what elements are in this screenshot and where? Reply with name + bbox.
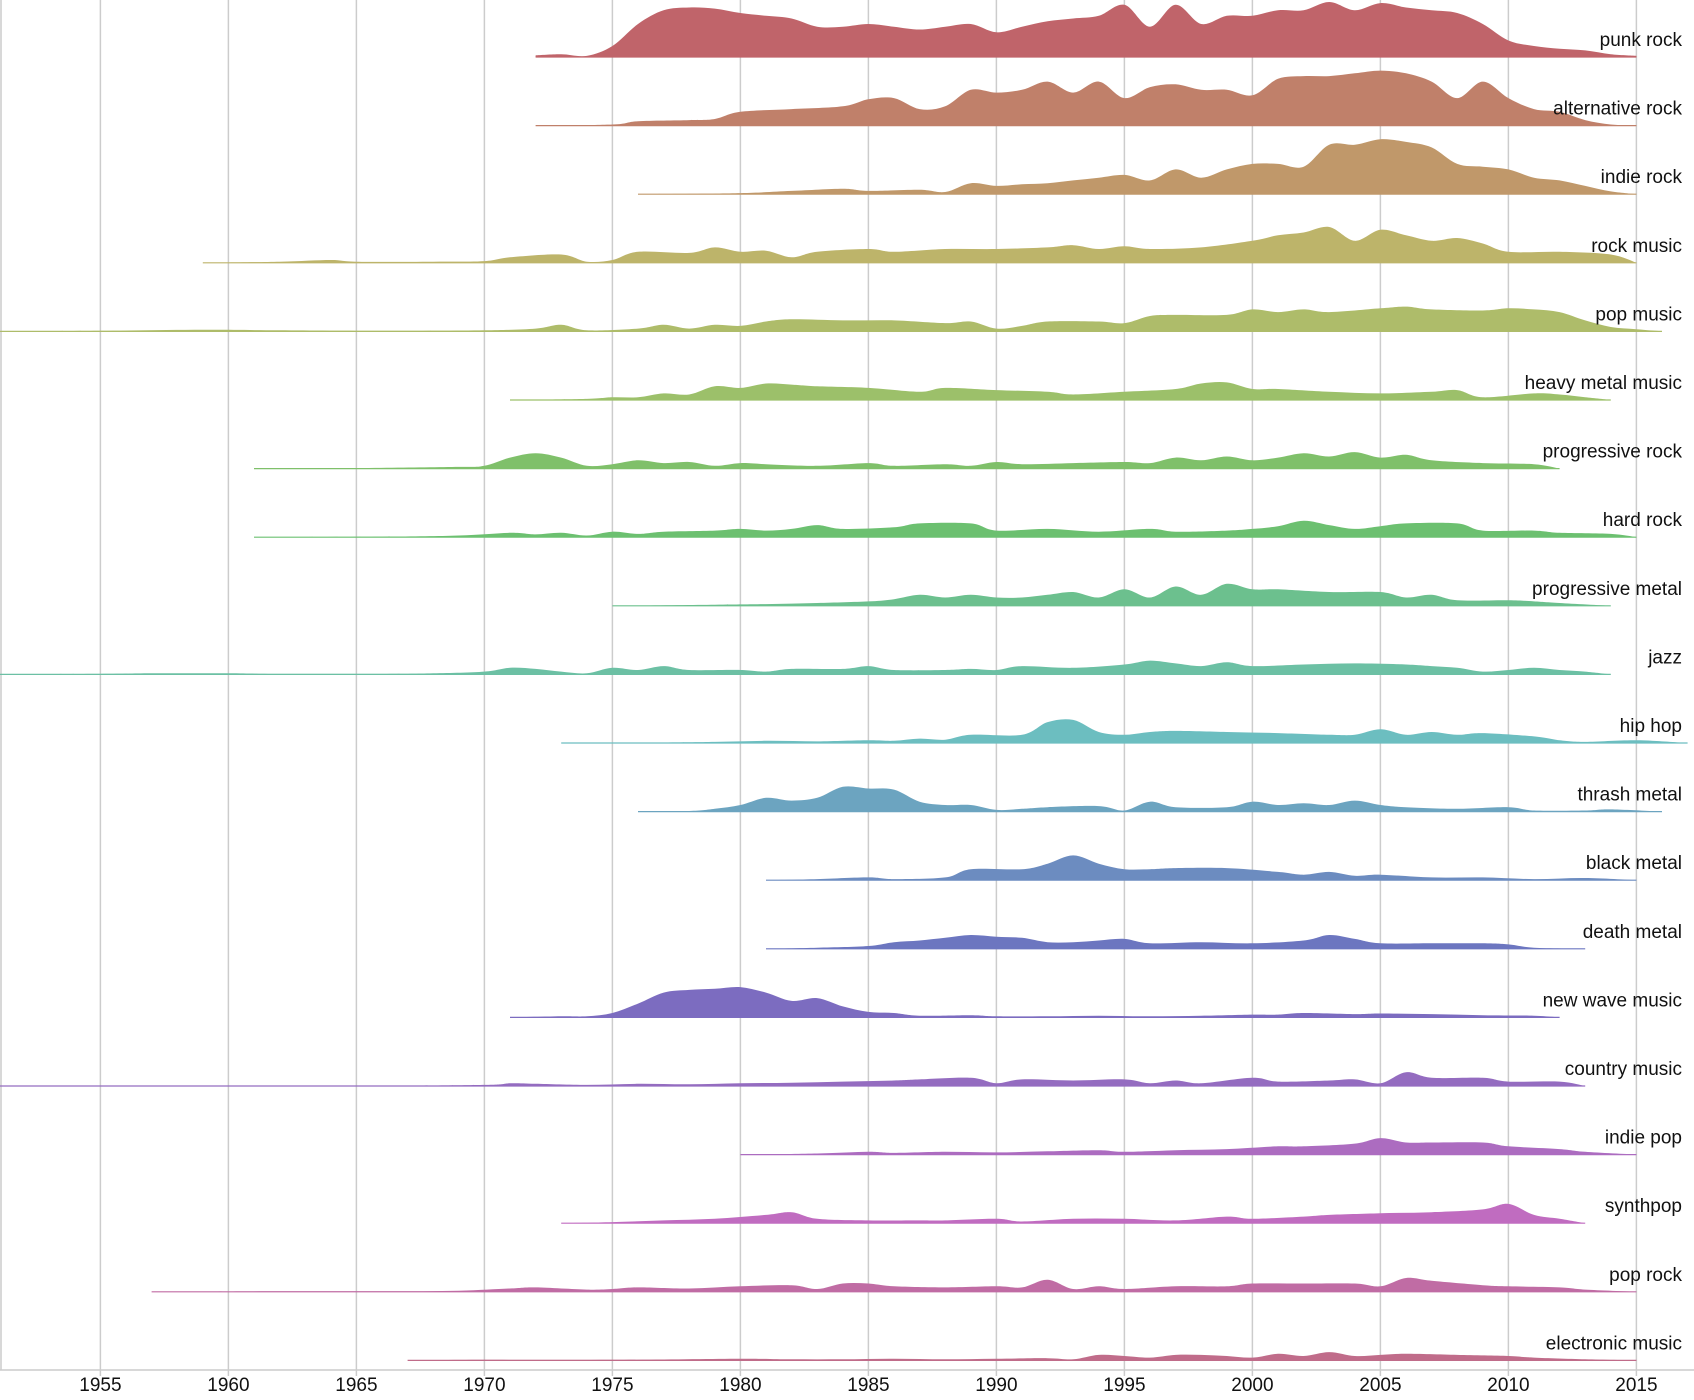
x-tick-label: 1970 — [463, 1375, 505, 1396]
series-label: progressive metal — [1532, 579, 1682, 600]
x-tick-label: 1965 — [335, 1375, 377, 1396]
ridge-area-hip-hop — [561, 719, 1688, 743]
ridge-area-indie-pop — [740, 1138, 1637, 1155]
ridge-area-rock-music — [202, 226, 1637, 263]
x-tick-label: 2015 — [1615, 1375, 1657, 1396]
x-tick-label: 1980 — [719, 1375, 761, 1396]
series-label: death metal — [1583, 922, 1682, 943]
x-tick-label: 2000 — [1231, 1375, 1273, 1396]
ridge-area-hard-rock — [254, 520, 1637, 538]
ridge-area-pop-music — [0, 306, 1662, 332]
x-tick-label: 1995 — [1103, 1375, 1145, 1396]
series-label: new wave music — [1543, 990, 1682, 1011]
series-label: black metal — [1586, 853, 1682, 874]
series-label: pop rock — [1609, 1265, 1682, 1286]
series-label: synthpop — [1605, 1196, 1682, 1217]
ridge-area-alternative-rock — [535, 70, 1637, 126]
series-label: progressive rock — [1543, 442, 1683, 463]
ridge-area-thrash-metal — [638, 786, 1662, 812]
ridge-area-black-metal — [766, 855, 1637, 881]
ridge-area-progressive-metal — [612, 583, 1611, 606]
x-tick-label: 1990 — [975, 1375, 1017, 1396]
series-label: jazz — [1647, 647, 1682, 668]
series-label: pop music — [1595, 304, 1682, 325]
x-tick-label: 2005 — [1359, 1375, 1401, 1396]
series-label: hard rock — [1603, 510, 1683, 531]
ridge-area-heavy-metal-music — [510, 382, 1611, 400]
genre-labels: punk rock alternative rock indie rock rock … — [1525, 30, 1683, 1354]
x-tick-label: 2010 — [1487, 1375, 1529, 1396]
x-tick-label: 1985 — [847, 1375, 889, 1396]
ridge-area-indie-rock — [638, 139, 1637, 195]
x-tick-label: 1975 — [591, 1375, 633, 1396]
series-label: heavy metal music — [1525, 373, 1682, 394]
x-axis: 1955 1960 1965 1970 1975 1980 1985 1990 1995 2000… — [79, 1375, 1657, 1396]
series-label: punk rock — [1600, 30, 1683, 51]
ridge-area-progressive-rock — [254, 452, 1560, 469]
series-label: indie rock — [1601, 167, 1683, 188]
ridge-area-jazz — [0, 660, 1611, 675]
x-tick-label: 1960 — [207, 1375, 249, 1396]
ridge-area-new-wave-music — [510, 986, 1560, 1018]
ridge-area-country-music — [0, 1072, 1586, 1087]
ridges — [0, 2, 1688, 1362]
ridge-area-death-metal — [766, 934, 1586, 949]
ridge-area-pop-rock — [151, 1277, 1637, 1292]
ridge-area-punk-rock — [535, 2, 1637, 57]
series-label: hip hop — [1620, 716, 1682, 737]
series-label: rock music — [1591, 236, 1682, 257]
series-label: thrash metal — [1577, 785, 1682, 806]
series-label: country music — [1565, 1059, 1682, 1080]
x-tick-label: 1955 — [79, 1375, 121, 1396]
series-label: indie pop — [1605, 1128, 1682, 1149]
series-label: alternative rock — [1553, 99, 1682, 120]
series-label: electronic music — [1546, 1333, 1682, 1354]
ridge-area-electronic-music — [407, 1352, 1637, 1361]
ridge-area-synthpop — [561, 1203, 1586, 1224]
